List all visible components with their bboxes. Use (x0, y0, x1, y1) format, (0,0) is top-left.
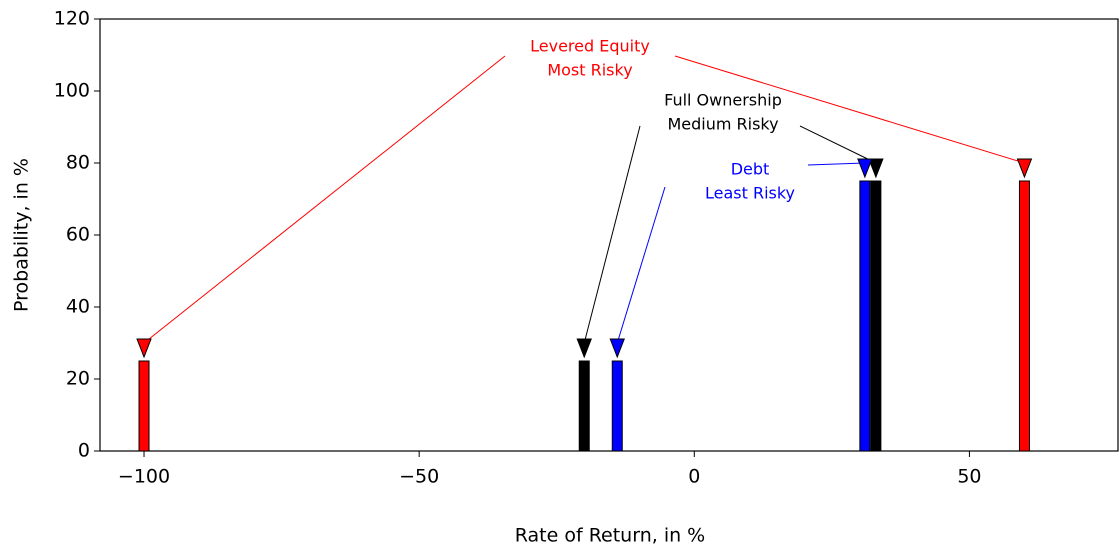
annotation-arrow (807, 162, 865, 166)
arrow-head (1016, 158, 1033, 179)
bar (138, 360, 150, 452)
plot-frame (99, 18, 1119, 452)
x-tick-label: 50 (957, 466, 981, 488)
annotation-arrow (583, 125, 641, 344)
arrow-head (868, 158, 884, 179)
annotation-text: Debt (731, 160, 770, 179)
y-tick-label: 40 (66, 296, 90, 318)
y-axis-label: Probability, in % (11, 158, 33, 312)
bar (611, 360, 623, 452)
arrow-head (576, 338, 592, 359)
bar (1018, 180, 1030, 452)
x-tick-label: −50 (399, 466, 439, 488)
annotation-text: Medium Risky (667, 115, 778, 134)
annotation-arrow (143, 55, 506, 344)
y-tick-label: 0 (78, 440, 90, 462)
bar (578, 360, 590, 452)
annotation-text: Full Ownership (664, 91, 782, 110)
x-tick-label: 0 (688, 466, 700, 488)
annotation-text: Most Risky (547, 61, 632, 80)
annotation-arrow (674, 55, 1025, 164)
y-tick-label: 80 (66, 152, 90, 174)
arrow-head (136, 338, 152, 359)
bar (870, 180, 882, 452)
annotation-arrow (799, 125, 877, 164)
x-axis-label: Rate of Return, in % (515, 525, 706, 547)
arrow-head (609, 338, 625, 359)
y-tick-label: 60 (66, 224, 90, 246)
y-tick-label: 100 (54, 80, 90, 102)
annotation-arrow (616, 186, 666, 344)
y-tick-label: 120 (54, 8, 90, 30)
x-tick-label: −100 (118, 466, 170, 488)
annotation-text: Levered Equity (530, 37, 650, 56)
arrow-head (857, 158, 873, 179)
annotation-text: Least Risky (705, 184, 795, 203)
y-tick-label: 20 (66, 368, 90, 390)
bar (859, 180, 871, 452)
